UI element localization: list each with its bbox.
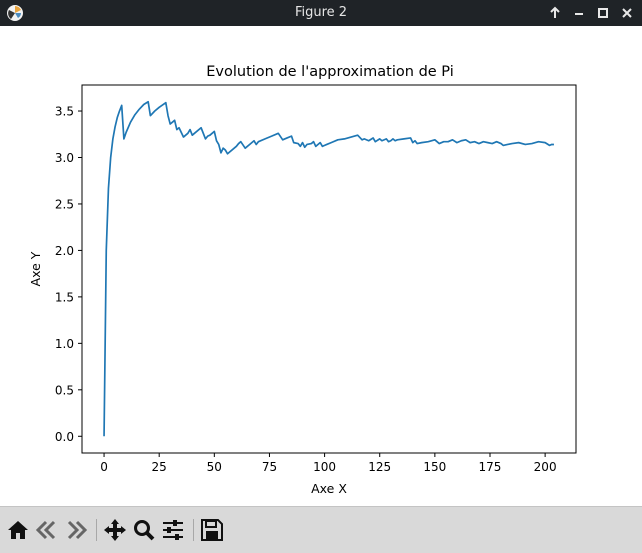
x-tick-label: 100	[313, 460, 336, 474]
move-icon[interactable]	[102, 517, 128, 543]
home-icon[interactable]	[5, 517, 31, 543]
y-tick-label: 3.5	[55, 105, 74, 119]
y-axis: 0.0 0.5 1.0 1.5 2.0 2.5 3.0 3.5	[55, 105, 82, 444]
chart-title: Evolution de l'approximation de Pi	[206, 64, 454, 80]
forward-arrow-icon[interactable]	[63, 517, 89, 543]
matplotlib-app-icon	[7, 5, 23, 21]
x-tick-label: 25	[152, 460, 167, 474]
x-tick-label: 75	[262, 460, 277, 474]
back-arrow-icon[interactable]	[34, 517, 60, 543]
toolbar-separator	[96, 519, 97, 541]
x-tick-label: 125	[368, 460, 391, 474]
minimize-icon[interactable]	[570, 4, 588, 22]
square-icon[interactable]	[594, 4, 612, 22]
x-tick-label: 50	[207, 460, 222, 474]
sliders-icon[interactable]	[160, 517, 186, 543]
y-tick-label: 1.0	[55, 337, 74, 351]
x-axis-label: Axe X	[311, 481, 347, 496]
x-tick-label: 0	[100, 460, 108, 474]
y-tick-label: 3.0	[55, 151, 74, 165]
y-tick-label: 1.5	[55, 290, 74, 304]
y-tick-label: 0.0	[55, 430, 74, 444]
y-tick-label: 2.5	[55, 197, 74, 211]
plot-frame	[81, 84, 577, 454]
x-tick-label: 175	[479, 460, 502, 474]
series-line	[103, 100, 554, 437]
y-tick-label: 2.0	[55, 244, 74, 258]
y-tick-label: 0.5	[55, 383, 74, 397]
window-title: Figure 2	[294, 5, 348, 20]
toolbar-separator	[193, 519, 194, 541]
close-icon[interactable]	[618, 4, 636, 22]
title-bar: Figure 2	[0, 0, 642, 26]
zoom-icon[interactable]	[131, 517, 157, 543]
y-axis-label: Axe Y	[28, 251, 43, 286]
arrow-up-icon[interactable]	[546, 4, 564, 22]
figure-canvas: Evolution de l'approximation de Pi 0 25 50…	[28, 64, 577, 496]
x-tick-label: 150	[423, 460, 446, 474]
save-icon[interactable]	[199, 517, 225, 543]
x-tick-label: 200	[534, 460, 557, 474]
x-axis: 0 25 50 75 100 125 150 175 200	[100, 453, 557, 474]
navigation-toolbar	[0, 506, 642, 553]
